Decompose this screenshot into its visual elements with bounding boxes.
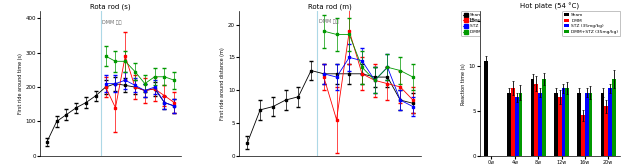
Title: Hot plate (54 °C): Hot plate (54 °C) — [520, 3, 579, 10]
Bar — [542, 79, 546, 156]
Y-axis label: Reaction time (s): Reaction time (s) — [461, 63, 466, 104]
Bar — [612, 79, 616, 156]
Bar — [507, 93, 511, 156]
Title: Rota rod (m): Rota rod (m) — [308, 4, 352, 10]
Bar — [604, 106, 608, 156]
Bar — [581, 115, 585, 156]
Y-axis label: First ride around time (s): First ride around time (s) — [18, 53, 23, 114]
Bar — [608, 88, 612, 156]
Title: Rota rod (s): Rota rod (s) — [90, 4, 131, 10]
Bar — [554, 93, 558, 156]
Bar — [578, 93, 581, 156]
Bar — [538, 93, 542, 156]
Legend: Sham, DMM, STZ (35mg/kg), DMM+STZ (35mg/kg): Sham, DMM, STZ (35mg/kg), DMM+STZ (35mg/… — [460, 11, 519, 36]
Bar — [561, 88, 565, 156]
Bar — [531, 79, 535, 156]
Bar — [565, 88, 569, 156]
Bar — [515, 97, 518, 156]
Bar — [589, 93, 592, 156]
Text: DMM 유발: DMM 유발 — [102, 20, 121, 25]
Bar — [484, 61, 488, 156]
Bar — [558, 97, 561, 156]
Y-axis label: First ride around distance (m): First ride around distance (m) — [220, 47, 225, 120]
Text: DMM 유발: DMM 유발 — [319, 19, 338, 24]
Bar — [601, 93, 604, 156]
Bar — [585, 93, 589, 156]
Bar — [511, 88, 515, 156]
Bar — [535, 84, 538, 156]
Legend: Sham, DMM, STZ (35mg/kg), DMM+STZ (35mg/kg): Sham, DMM, STZ (35mg/kg), DMM+STZ (35mg/… — [562, 11, 621, 36]
Bar — [518, 93, 522, 156]
